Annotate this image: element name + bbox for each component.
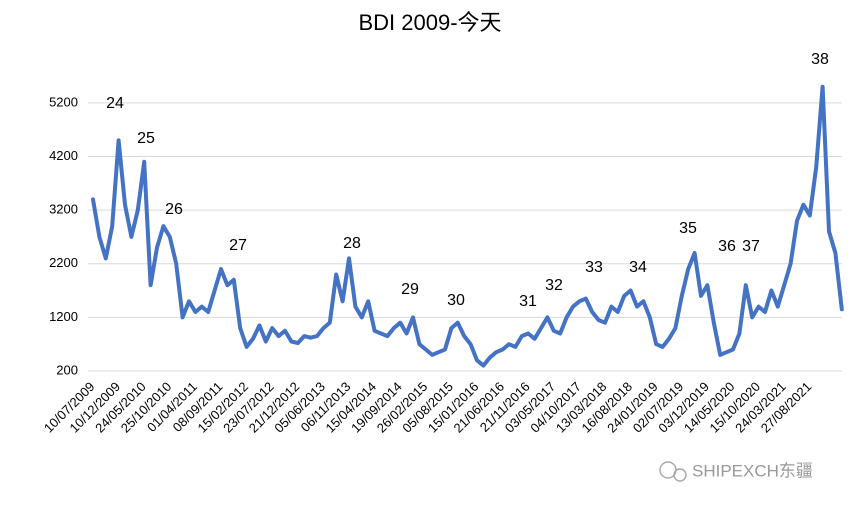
annotation: 29: [401, 281, 419, 298]
annotation: 24: [106, 95, 124, 112]
annotation: 36: [718, 238, 736, 255]
annotation: 38: [811, 51, 829, 68]
y-tick-label: 4200: [49, 148, 78, 163]
y-tick-label: 200: [56, 362, 78, 377]
annotation: 31: [519, 293, 537, 310]
watermark-icon: [659, 461, 687, 482]
watermark: SHIPEXCH东疆: [692, 461, 813, 480]
annotation: 26: [165, 201, 183, 218]
y-tick-label: 1200: [49, 309, 78, 324]
annotation: 25: [137, 130, 155, 147]
chart-title: BDI 2009-今天: [358, 10, 501, 35]
y-tick-label: 3200: [49, 202, 78, 217]
annotation: 33: [585, 259, 603, 276]
annotation: 37: [742, 238, 760, 255]
y-tick-label: 2200: [49, 255, 78, 270]
annotation: 35: [679, 220, 697, 237]
annotation: 32: [545, 277, 563, 294]
annotation: 28: [343, 235, 361, 252]
annotation: 30: [447, 292, 465, 309]
y-tick-label: 5200: [49, 94, 78, 109]
data-line: [91, 84, 844, 368]
annotation: 27: [229, 237, 247, 254]
annotation: 34: [629, 259, 647, 276]
